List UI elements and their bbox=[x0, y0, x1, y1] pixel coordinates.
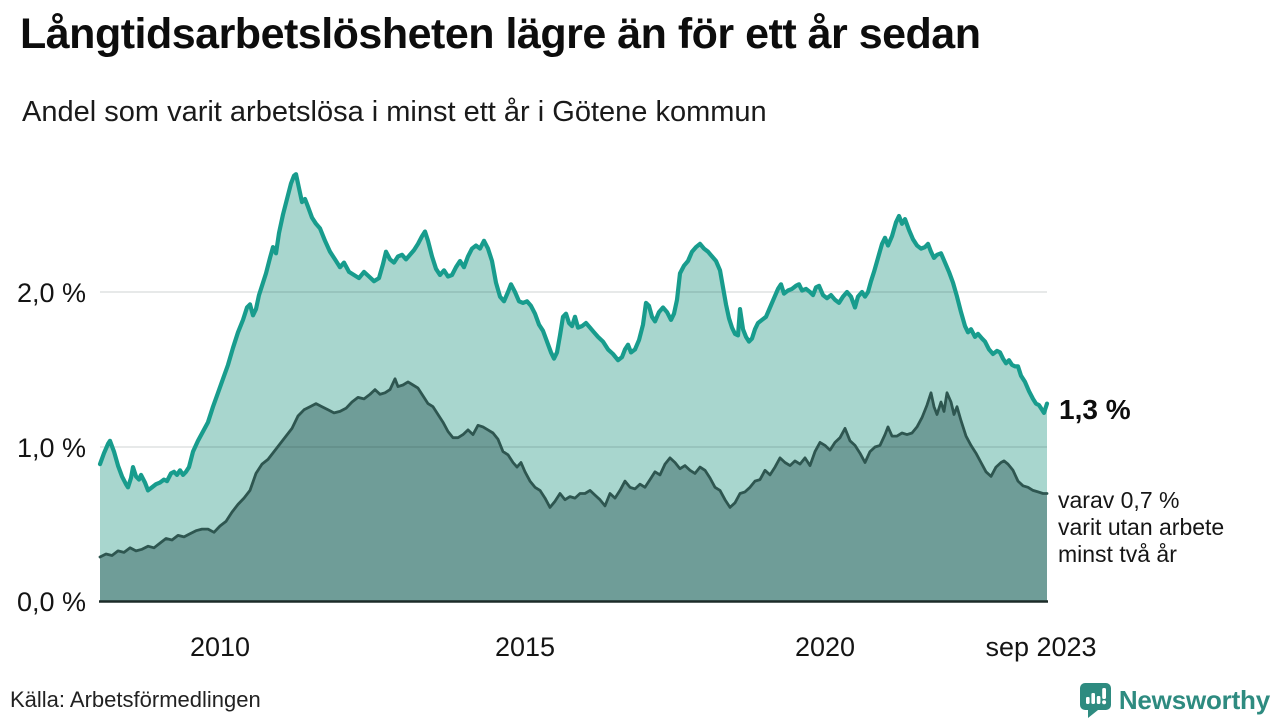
x-axis-tick-sep-2023: sep 2023 bbox=[985, 632, 1097, 662]
x-axis-tick-2015: 2015 bbox=[494, 632, 556, 662]
x-axis-tick-2010: 2010 bbox=[189, 632, 251, 662]
page-subtitle: Andel som varit arbetslösa i minst ett å… bbox=[22, 96, 767, 128]
y-axis-tick-2: 2,0 % bbox=[16, 278, 86, 308]
newsworthy-brand: Newsworthy bbox=[1079, 682, 1270, 718]
y-axis-tick-0: 0,0 % bbox=[16, 587, 86, 617]
newsworthy-brand-text: Newsworthy bbox=[1118, 684, 1270, 715]
area-series-1 bbox=[100, 378, 1047, 602]
line-series-0 bbox=[97, 172, 1050, 493]
y-axis-tick-1: 1,0 % bbox=[16, 433, 86, 463]
newsworthy-logo-icon bbox=[1079, 683, 1111, 718]
line-series-1 bbox=[98, 377, 1049, 559]
two-year-detail-label: varav 0,7 % varit utan arbete minst två … bbox=[1058, 487, 1225, 567]
latest-value-label: 1,3 % bbox=[1059, 394, 1131, 425]
x-axis-tick-2020: 2020 bbox=[794, 632, 856, 662]
source-caption: Källa: Arbetsförmedlingen bbox=[10, 687, 261, 712]
page-title: Långtidsarbetslösheten lägre än för ett … bbox=[20, 10, 981, 58]
